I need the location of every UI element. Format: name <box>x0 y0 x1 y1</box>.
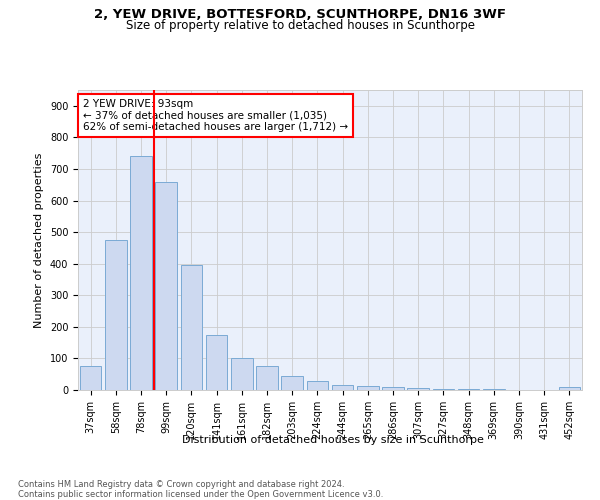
Bar <box>357 386 379 390</box>
Text: Size of property relative to detached houses in Scunthorpe: Size of property relative to detached ho… <box>125 19 475 32</box>
Bar <box>407 388 429 390</box>
Bar <box>256 366 278 390</box>
Text: 2 YEW DRIVE: 93sqm
← 37% of detached houses are smaller (1,035)
62% of semi-deta: 2 YEW DRIVE: 93sqm ← 37% of detached hou… <box>83 99 348 132</box>
Bar <box>433 389 454 390</box>
Bar <box>382 388 404 390</box>
Text: Distribution of detached houses by size in Scunthorpe: Distribution of detached houses by size … <box>182 435 484 445</box>
Bar <box>181 266 202 390</box>
Text: 2, YEW DRIVE, BOTTESFORD, SCUNTHORPE, DN16 3WF: 2, YEW DRIVE, BOTTESFORD, SCUNTHORPE, DN… <box>94 8 506 20</box>
Bar <box>231 358 253 390</box>
Bar <box>559 388 580 390</box>
Bar <box>281 376 303 390</box>
Bar <box>130 156 152 390</box>
Y-axis label: Number of detached properties: Number of detached properties <box>34 152 44 328</box>
Bar <box>155 182 177 390</box>
Bar <box>332 386 353 390</box>
Bar <box>307 380 328 390</box>
Bar <box>206 334 227 390</box>
Text: Contains HM Land Registry data © Crown copyright and database right 2024.
Contai: Contains HM Land Registry data © Crown c… <box>18 480 383 500</box>
Bar <box>80 366 101 390</box>
Bar <box>105 240 127 390</box>
